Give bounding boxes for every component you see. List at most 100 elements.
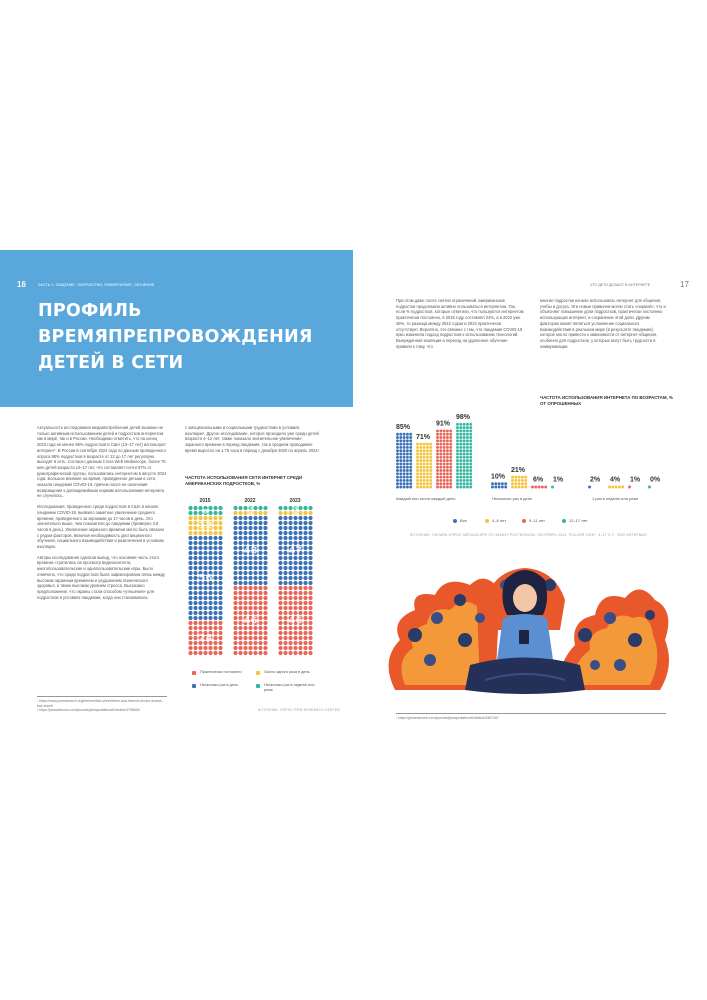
dot [243,550,248,556]
dot [436,436,439,439]
dot [233,525,238,531]
dot [419,478,423,482]
dot [258,620,263,626]
dot [288,585,293,591]
dot [465,465,469,469]
dot [298,650,303,656]
dot [288,525,293,531]
dot [188,520,193,526]
dot [422,465,426,469]
dot [442,449,446,453]
dot [293,540,298,546]
dot [442,439,446,443]
dot [303,645,308,651]
dot [208,605,213,611]
dot [469,475,473,479]
dot [293,615,298,621]
dot [462,478,466,482]
dot [445,429,449,433]
dot [303,555,308,561]
dot [208,595,213,601]
dot [293,600,298,606]
dot [425,485,429,489]
dot [416,459,419,463]
dot [442,469,446,472]
dot [442,436,446,439]
dot [238,590,243,596]
dot [218,525,223,531]
dot [469,426,473,430]
dot [243,560,248,566]
dot [462,472,466,476]
dot [233,505,238,511]
dot [462,436,466,439]
dot [442,472,446,476]
dot [263,570,268,576]
dot [396,449,399,453]
dot [203,575,208,581]
dot [243,635,248,641]
dot [462,426,466,430]
dot [208,615,213,621]
dot [439,472,443,476]
paragraph: Исследования, проведенное среди подростк… [37,504,165,550]
dot [511,482,514,486]
dot [193,515,198,521]
dot [198,535,203,541]
dot [648,485,651,489]
dot [213,575,218,581]
dot [462,422,466,426]
dot [198,620,203,626]
dot [462,445,466,449]
dot [238,615,243,621]
footnote-rule [37,696,167,697]
dot [248,645,253,651]
dot [303,545,308,551]
dot [258,615,263,621]
dot [208,535,213,541]
data-label: 1% [630,477,641,484]
dot [243,555,248,561]
dot [193,650,198,656]
dot [405,478,409,482]
dot [409,445,413,449]
dot [283,615,288,621]
dot [208,515,213,521]
dot [248,565,253,571]
dot [208,560,213,566]
dot [456,422,459,426]
dot [293,640,298,646]
dot [449,472,453,476]
dot [429,445,433,449]
dot [258,510,263,516]
dot [263,625,268,631]
dot [198,510,203,516]
dot [497,485,501,489]
dot [198,525,203,531]
dot [416,462,419,466]
dot [278,565,283,571]
dot [198,555,203,561]
dot [213,650,218,656]
dot [308,590,313,596]
dot [263,565,268,571]
dot [459,462,463,466]
dot [465,462,469,466]
dot [449,485,453,489]
dot [436,452,439,456]
legend-label: 9–11 лет [529,518,545,523]
dot [449,442,453,446]
dot [233,645,238,651]
dot [263,545,268,551]
dot [298,610,303,616]
dot [233,600,238,606]
dot [208,610,213,616]
title-line: ПРОФИЛЬ [38,301,142,321]
dot [288,635,293,641]
dot [263,600,268,606]
dot [422,472,426,476]
dot [233,530,238,536]
dot [445,445,449,449]
dot [537,485,541,489]
dot [462,439,466,443]
